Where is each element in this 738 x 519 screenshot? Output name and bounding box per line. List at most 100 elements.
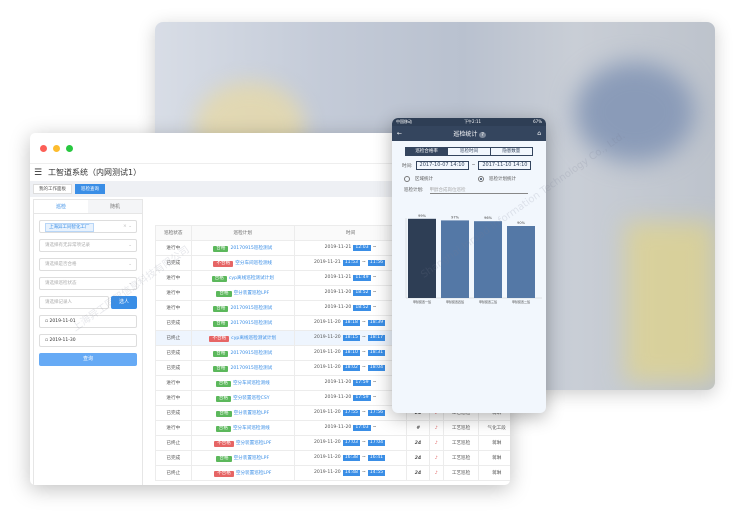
close-dot[interactable] (40, 145, 47, 152)
segment-time[interactable]: 巡检时间 (448, 148, 491, 155)
result-badge: 合格 (213, 350, 229, 357)
start-time: 16:38 (342, 455, 360, 461)
start-time: 17:55 (342, 410, 360, 416)
segment-hazards[interactable]: 隐患数量 (502, 149, 521, 154)
table-row[interactable]: 已终止 不合格 空分装置巡检LPF 2019-11-20 14:48 ~14:55 24 ♪ 工… (155, 465, 510, 481)
plan-link[interactable]: 空分车间巡检测线 (232, 425, 270, 431)
bar[interactable] (408, 218, 436, 298)
type-cell: 工艺巡检 (442, 420, 480, 436)
plan-link[interactable]: cyp离线巡检测试计划 (231, 335, 277, 341)
start-time: 18:52 (353, 305, 371, 311)
abnormal-select[interactable]: 请选择有无异常项记录 ⌄ (39, 239, 137, 252)
plan-cell: 合格 cyp离线巡检测试计划 (190, 270, 295, 286)
value-label: 90% (517, 221, 525, 225)
plan-link[interactable]: 20170915巡检测试 (230, 245, 273, 251)
plan-select[interactable]: 甲醇合成岗位巡检 (429, 187, 528, 194)
plan-link[interactable]: 20170915巡检测试 (230, 350, 273, 356)
plan-cell: 不合格 空分装置巡检LPF (190, 435, 295, 451)
fill-cell: 24 (406, 450, 430, 466)
person-cell: 蒋琳 (478, 450, 510, 466)
bar[interactable] (474, 221, 502, 298)
plan-link[interactable]: 20170915巡检测试 (230, 305, 273, 311)
plan-link[interactable]: 空分装置巡检LPF (233, 290, 270, 296)
table-row[interactable]: 已终止 不合格 空分装置巡检LPF 2019-11-20 17:03 ~17:04 24 ♪ 工… (155, 435, 510, 451)
fill-cell: 24 (406, 435, 430, 451)
bar[interactable] (507, 226, 535, 298)
menu-icon[interactable]: ☰ (34, 167, 43, 178)
maximize-dot[interactable] (66, 145, 73, 152)
bar[interactable] (441, 220, 469, 298)
segment-pass-rate[interactable]: 巡检合格率 (406, 148, 449, 155)
time-label: 时间: (402, 163, 413, 169)
mobile-screen: 中国移动 下午2:11 67% ← 巡检统计 ? ⌂ 巡检合格率 巡检时间 隐患数量 时… (392, 118, 546, 413)
mobile-title: 巡检统计 (453, 131, 478, 138)
value-label: 96% (484, 216, 492, 220)
plan-cell: 合格 20170915巡检测试 (190, 240, 295, 256)
home-icon[interactable]: ⌂ (537, 130, 541, 137)
plan-link[interactable]: 空分车间巡检测线 (232, 380, 270, 386)
factory-chip[interactable]: 上海异工同智化工厂 (45, 223, 94, 232)
result-badge: 合格 (213, 365, 229, 372)
query-button[interactable]: 查询 (39, 353, 137, 366)
tab-inspection-query[interactable]: 巡检查询 (75, 184, 105, 194)
plan-cell: 合格 空分装置巡检CSY (190, 390, 295, 406)
status-bar: 中国移动 下午2:11 67% (392, 118, 546, 126)
plan-cell: 合格 空分装置巡检LPF (190, 285, 295, 301)
start-time: 18:18 (342, 320, 360, 326)
category-label: 甲醇装置一班 (413, 299, 431, 304)
plan-link[interactable]: 空分装置巡检LPF (233, 410, 270, 416)
plan-link[interactable]: 20170915巡检测试 (230, 365, 273, 371)
table-row[interactable]: 已完成 合格 空分装置巡检LPF 2019-11-20 16:38 ~16:41 24 ♪ 工艺… (155, 450, 510, 466)
time-cell: 2019-11-20 16:38 ~16:41 (293, 450, 408, 466)
status-cell: 进行中 (155, 240, 192, 256)
status-cell: 已完成 (155, 405, 192, 421)
back-arrow-icon[interactable]: ← (397, 130, 403, 137)
time-cell: 2019-11-20 17:55 ~17:56 (293, 405, 408, 421)
start-time-input[interactable]: 2017-10-07 14:10 (415, 161, 469, 170)
end-date-input[interactable]: ▫ 2019-11-30 (39, 334, 137, 347)
minimize-dot[interactable] (53, 145, 60, 152)
plan-link[interactable]: 空分装置巡检LPF (235, 440, 272, 446)
time-cell: 2019-11-20 17:03 ~ (293, 420, 408, 436)
plan-link[interactable]: 空分装置巡检LPF (235, 470, 272, 476)
qualified-select[interactable]: 请选择是否合格 ⌄ (39, 258, 137, 271)
end-time: 18:04 (367, 365, 386, 371)
plan-link[interactable]: 20170915巡检测试 (230, 320, 273, 326)
tab-dashboard[interactable]: 我的工作面板 (33, 184, 72, 194)
table-row[interactable]: 进行中 合格 空分车间巡检测线 2019-11-20 17:03 ~ # ♪ 工艺巡检 气化工段 (155, 420, 510, 436)
help-icon[interactable]: ? (479, 132, 486, 138)
plan-cell: 合格 20170915巡检测试 (190, 300, 295, 316)
factory-select[interactable]: 上海异工同智化工厂 × ⌄ (39, 220, 137, 233)
time-cell: 2019-11-20 18:52 ~ (293, 285, 408, 301)
plan-cell: 合格 20170915巡检测试 (190, 315, 295, 331)
result-badge: 合格 (215, 380, 231, 387)
page-tabs: 我的工作面板 巡检查询 (30, 181, 510, 197)
end-time: 18:17 (367, 335, 386, 341)
time-cell: 2019-11-20 18:02 ~18:04 (293, 360, 408, 376)
start-time: 12:03 (353, 245, 371, 251)
result-badge: 合格 (216, 410, 232, 417)
plan-link[interactable]: 空分车间巡检测线 (235, 260, 273, 266)
app-title: 工智道系统（内网测试1） (48, 168, 142, 177)
status-cell: 进行中 (155, 285, 192, 301)
recorder-input[interactable]: 请选择记录人 (39, 296, 109, 309)
result-badge: 合格 (211, 275, 227, 282)
category-label: 甲醇装置二班 (512, 299, 530, 304)
status-cell: 已完成 (155, 360, 192, 376)
plan-link[interactable]: cyp离线巡检测试计划 (228, 275, 274, 281)
start-date-input[interactable]: ▫ 2019-11-01 (39, 315, 137, 328)
end-time-input[interactable]: 2017-11-10 14:10 (478, 161, 532, 170)
result-badge: 不合格 (213, 260, 234, 267)
radio-plan[interactable] (478, 176, 484, 182)
tab-random[interactable]: 随机 (88, 200, 142, 213)
select-person-button[interactable]: 选人 (111, 296, 137, 309)
icon-cell: ♪ (428, 435, 444, 451)
plan-link[interactable]: 空分装置巡检LPF (233, 455, 270, 461)
plan-link[interactable]: 空分装置巡检CSY (233, 395, 270, 401)
status-select[interactable]: 请选择巡检状态 ⌄ (39, 277, 137, 290)
chevron-down-icon: ⌄ (128, 262, 132, 267)
time-cell: 2019-11-20 18:52 ~ (293, 300, 408, 316)
tab-patrol[interactable]: 巡检 (34, 200, 88, 213)
start-time: 18:02 (342, 365, 360, 371)
radio-area[interactable] (404, 176, 410, 182)
